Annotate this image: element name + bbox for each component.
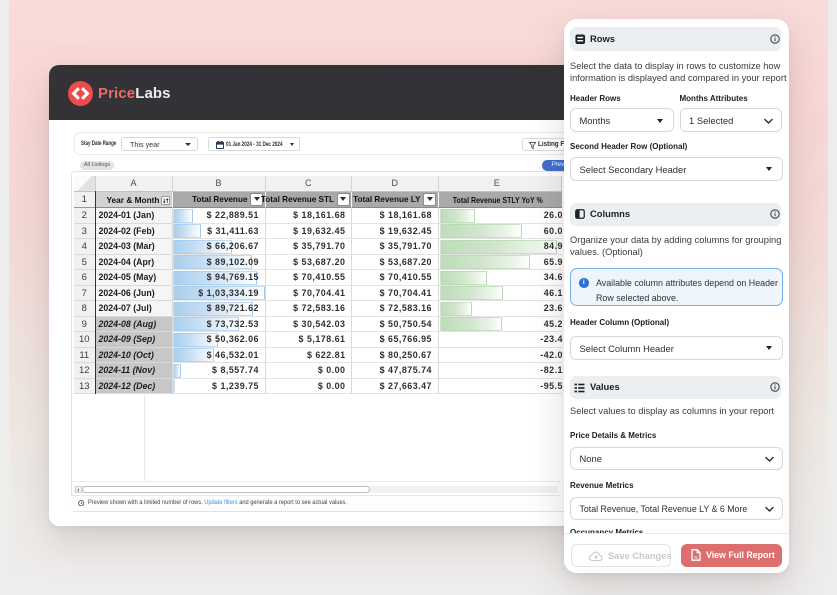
svg-text:N: N xyxy=(694,555,697,560)
